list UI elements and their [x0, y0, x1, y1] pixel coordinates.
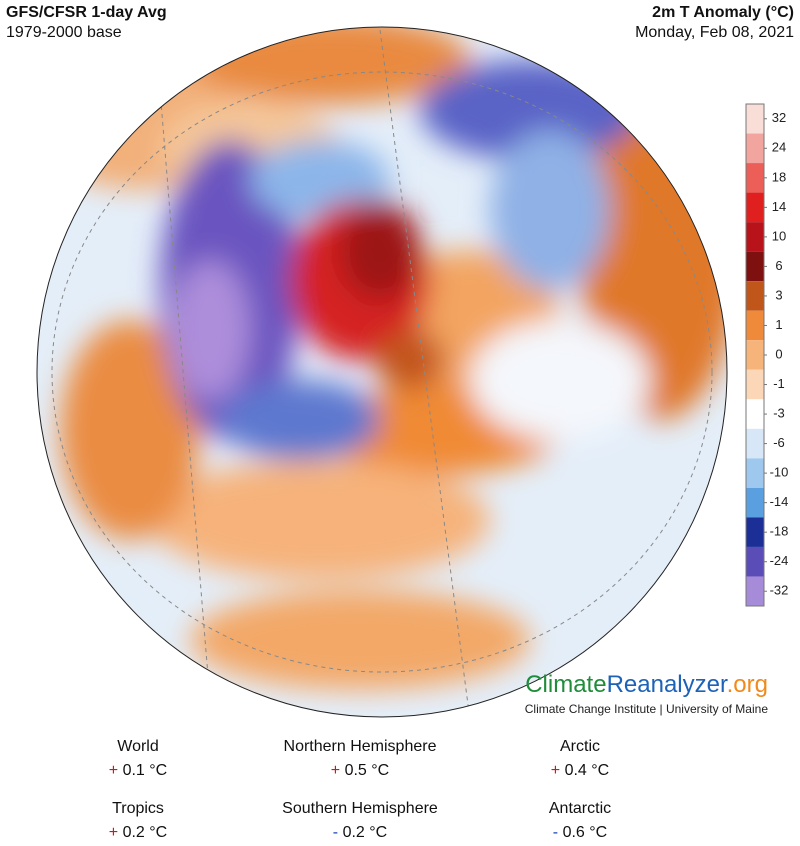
logo-subtitle: Climate Change Institute | University of…: [525, 702, 769, 716]
stat-unit: °C: [369, 824, 388, 841]
colorbar-band: [746, 399, 764, 429]
title: GFS/CFSR 1-day Avg: [6, 4, 167, 21]
stat-sign: +: [108, 762, 119, 779]
stat-unit: °C: [591, 762, 610, 779]
colorbar-band: [746, 458, 764, 488]
stat-value-row: - 0.2 °C: [250, 824, 470, 842]
stat-unit: °C: [589, 824, 608, 841]
colorbar-label: 10: [772, 228, 786, 243]
colorbar-band: [746, 192, 764, 223]
stat-sign: -: [332, 824, 339, 841]
logo-part: Reanalyzer: [607, 671, 728, 698]
colorbar-label: 0: [775, 346, 782, 361]
stat-value: 0.1: [122, 762, 145, 779]
stat: Southern Hemisphere - 0.2 °C: [250, 800, 470, 842]
colorbar-label: -1: [773, 376, 785, 391]
variable: 2m T Anomaly (°C): [652, 4, 794, 21]
colorbar-label: 14: [772, 199, 786, 214]
stat-sign: -: [552, 824, 559, 841]
colorbar-label: 6: [775, 258, 782, 273]
stat-name: Arctic: [560, 738, 600, 755]
colorbar-label: -14: [770, 494, 789, 509]
colorbar-band: [746, 487, 764, 518]
colorbar-band: [746, 546, 764, 577]
colorbar-band: [746, 369, 764, 400]
stat-name: World: [117, 738, 159, 755]
stat-value: 0.6: [562, 824, 585, 841]
stat: Northern Hemisphere + 0.5 °C: [250, 738, 470, 780]
stat-name: Antarctic: [548, 800, 612, 817]
colorbar-label: -10: [770, 465, 789, 480]
colorbar-band: [746, 251, 764, 282]
stat-unit: °C: [149, 824, 168, 841]
stat-value-row: + 0.4 °C: [470, 762, 690, 780]
colorbar-band: [746, 310, 764, 341]
stat-name: Tropics: [112, 800, 164, 817]
logo: ClimateReanalyzer.org: [525, 671, 768, 698]
colorbar-label: 18: [772, 169, 786, 184]
stat-value: 0.5: [344, 762, 367, 779]
colorbar-label: -18: [770, 524, 789, 539]
stat-value: 0.2: [342, 824, 365, 841]
colorbar-band: [746, 281, 764, 311]
stat-unit: °C: [371, 762, 390, 779]
stat-name: Northern Hemisphere: [283, 738, 437, 755]
stat-value-row: + 0.1 °C: [28, 762, 248, 780]
stat-value-row: + 0.5 °C: [250, 762, 470, 780]
stat: World + 0.1 °C: [28, 738, 248, 780]
colorbar-label: -24: [770, 553, 789, 568]
stat-value-row: + 0.2 °C: [28, 824, 248, 842]
colorbar-label: 32: [772, 110, 786, 125]
colorbar-label: 24: [772, 140, 786, 155]
stat-sign: +: [108, 824, 119, 841]
colorbar-label: -3: [773, 405, 785, 420]
stat: Tropics + 0.2 °C: [28, 800, 248, 842]
stat-value: 0.2: [122, 824, 145, 841]
globe: [37, 27, 727, 717]
stat-value: 0.4: [564, 762, 587, 779]
colorbar-label: 3: [775, 287, 782, 302]
colorbar-band: [746, 576, 764, 606]
colorbar-label: -6: [773, 435, 785, 450]
date: Monday, Feb 08, 2021: [635, 24, 794, 41]
stat: Antarctic - 0.6 °C: [470, 800, 690, 842]
colorbar-band: [746, 340, 764, 370]
colorbar-band: [746, 222, 764, 252]
colorbar-label: -32: [770, 583, 789, 598]
stat-value-row: - 0.6 °C: [470, 824, 690, 842]
colorbar-label: 1: [775, 317, 782, 332]
stat-sign: +: [550, 762, 561, 779]
stat-sign: +: [330, 762, 341, 779]
subtitle: 1979-2000 base: [6, 24, 122, 41]
colorbar-band: [746, 428, 764, 459]
stat-name: Southern Hemisphere: [282, 800, 438, 817]
logo-part: .org: [727, 671, 768, 698]
logo-part: Climate: [525, 671, 606, 698]
colorbar-band: [746, 104, 764, 134]
stat: Arctic + 0.4 °C: [470, 738, 690, 780]
colorbar-band: [746, 133, 764, 164]
colorbar-band: [746, 517, 764, 547]
stat-unit: °C: [149, 762, 168, 779]
colorbar-band: [746, 163, 764, 193]
